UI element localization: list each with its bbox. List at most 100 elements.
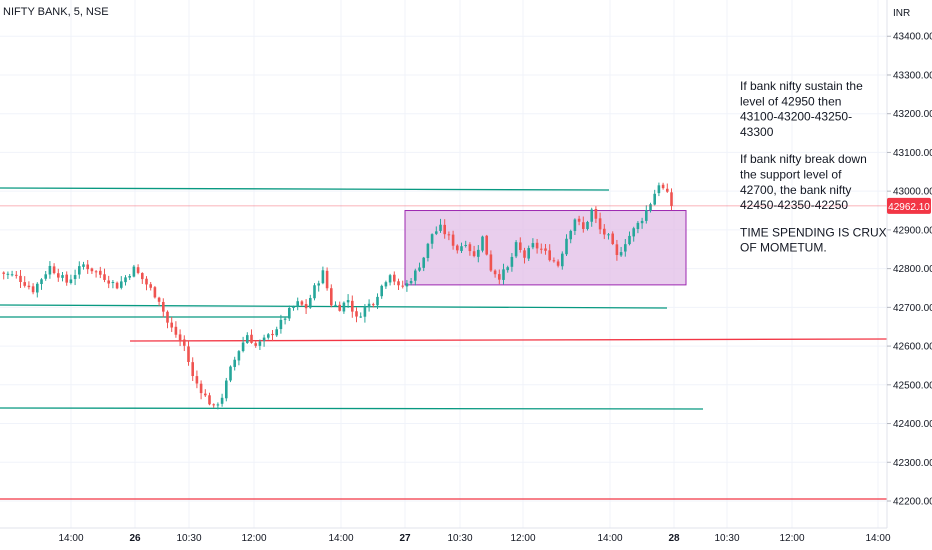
x-tick-label: 10:30 bbox=[714, 533, 739, 544]
candle-body bbox=[149, 284, 152, 288]
x-tick-label: 12:00 bbox=[510, 533, 535, 544]
last-price-badge: 42962.10 bbox=[887, 197, 931, 214]
candle-body bbox=[577, 218, 581, 222]
y-axis[interactable]: 43400.00 43300.00 43200.00 43100.00 43000.00… bbox=[886, 0, 932, 528]
candle-body bbox=[283, 318, 287, 320]
candle-body bbox=[40, 279, 43, 285]
note-line: 42700, the bank nifty bbox=[740, 183, 851, 197]
y-tick-label: 42700.00 bbox=[893, 303, 932, 314]
candle-body bbox=[321, 270, 325, 284]
candle-body bbox=[120, 281, 123, 288]
candle-body bbox=[531, 243, 535, 248]
candle-body bbox=[216, 404, 220, 406]
y-tick-label: 42800.00 bbox=[893, 264, 932, 275]
y-tick-label: 42500.00 bbox=[893, 380, 932, 391]
candle-body bbox=[645, 210, 648, 221]
candle-body bbox=[94, 271, 98, 273]
candle-body bbox=[10, 274, 14, 276]
candle-body bbox=[86, 264, 89, 270]
y-tick-label: 43300.00 bbox=[893, 70, 932, 81]
candle-body bbox=[582, 222, 585, 229]
candle-body bbox=[275, 329, 278, 336]
candle-body bbox=[220, 397, 224, 404]
candle-body bbox=[199, 383, 203, 394]
candle-body bbox=[183, 339, 186, 346]
candle-body bbox=[367, 303, 371, 307]
x-tick-label: 28 bbox=[668, 533, 680, 544]
candles[interactable] bbox=[2, 182, 673, 410]
candle-body bbox=[535, 242, 539, 249]
candle-body bbox=[649, 204, 652, 211]
candle-body bbox=[628, 235, 631, 245]
candle-body bbox=[279, 319, 283, 330]
candle-body bbox=[661, 184, 665, 189]
candle-body bbox=[590, 209, 593, 222]
candle-body bbox=[36, 283, 39, 293]
candle-body bbox=[481, 236, 484, 251]
candle-body bbox=[573, 219, 577, 231]
candle-body bbox=[359, 316, 362, 318]
candle-body bbox=[603, 228, 606, 235]
x-tick-label: 12:00 bbox=[779, 533, 804, 544]
y-tick-label: 42300.00 bbox=[893, 458, 932, 469]
candle-body bbox=[107, 280, 110, 284]
candle-body bbox=[187, 346, 190, 362]
upper-trend-line bbox=[0, 187, 610, 191]
candle-body bbox=[540, 248, 543, 250]
candle-body bbox=[565, 238, 568, 255]
candle-body bbox=[418, 267, 421, 271]
candle-body bbox=[527, 248, 530, 259]
candle-body bbox=[607, 234, 610, 236]
candle-body bbox=[300, 301, 304, 305]
candle-body bbox=[124, 277, 127, 283]
candle-body bbox=[586, 221, 589, 229]
candle-body bbox=[258, 341, 262, 346]
candle-body bbox=[229, 366, 232, 381]
candle-body bbox=[174, 326, 178, 335]
candle-body bbox=[355, 311, 358, 317]
y-tick-label: 43100.00 bbox=[893, 148, 932, 159]
candle-body bbox=[376, 296, 379, 306]
candle-body bbox=[397, 281, 400, 286]
x-tick-label: 27 bbox=[399, 533, 411, 544]
candle-body bbox=[19, 275, 22, 283]
candle-body bbox=[271, 333, 274, 336]
candle-body bbox=[334, 304, 337, 306]
candle-body bbox=[393, 274, 396, 282]
candle-body bbox=[288, 308, 291, 319]
candle-body bbox=[73, 275, 77, 280]
candle-body bbox=[233, 359, 236, 367]
candle-body bbox=[27, 285, 31, 288]
candle-body bbox=[636, 222, 640, 230]
candle-body bbox=[519, 242, 522, 250]
candle-body bbox=[409, 281, 413, 284]
candle-body bbox=[472, 251, 476, 257]
y-tick-label: 42400.00 bbox=[893, 419, 932, 430]
candle-body bbox=[594, 208, 598, 219]
currency-label: INR bbox=[893, 8, 910, 19]
candle-body bbox=[485, 235, 488, 255]
candle-body bbox=[523, 250, 526, 258]
symbol-title[interactable]: NIFTY BANK, 5, NSE bbox=[3, 6, 109, 18]
candle-body bbox=[267, 334, 270, 338]
candle-body bbox=[309, 298, 312, 308]
x-tick-label: 14:00 bbox=[865, 533, 890, 544]
candle-body bbox=[44, 274, 47, 279]
candle-body bbox=[447, 234, 451, 236]
candle-body bbox=[195, 376, 199, 384]
candle-body bbox=[493, 270, 497, 275]
candle-body bbox=[351, 300, 354, 312]
grid bbox=[0, 0, 887, 528]
x-axis[interactable]: 14:00 26 10:30 12:00 14:00 27 10:30 12:00 14:00 2… bbox=[0, 527, 891, 544]
candle-body bbox=[178, 334, 182, 341]
candle-body bbox=[132, 266, 136, 277]
candle-body bbox=[456, 245, 459, 251]
candle-body bbox=[502, 269, 505, 280]
candle-body bbox=[170, 322, 173, 328]
candle-body bbox=[506, 267, 509, 271]
candle-body bbox=[52, 266, 56, 274]
candle-body bbox=[477, 249, 480, 257]
